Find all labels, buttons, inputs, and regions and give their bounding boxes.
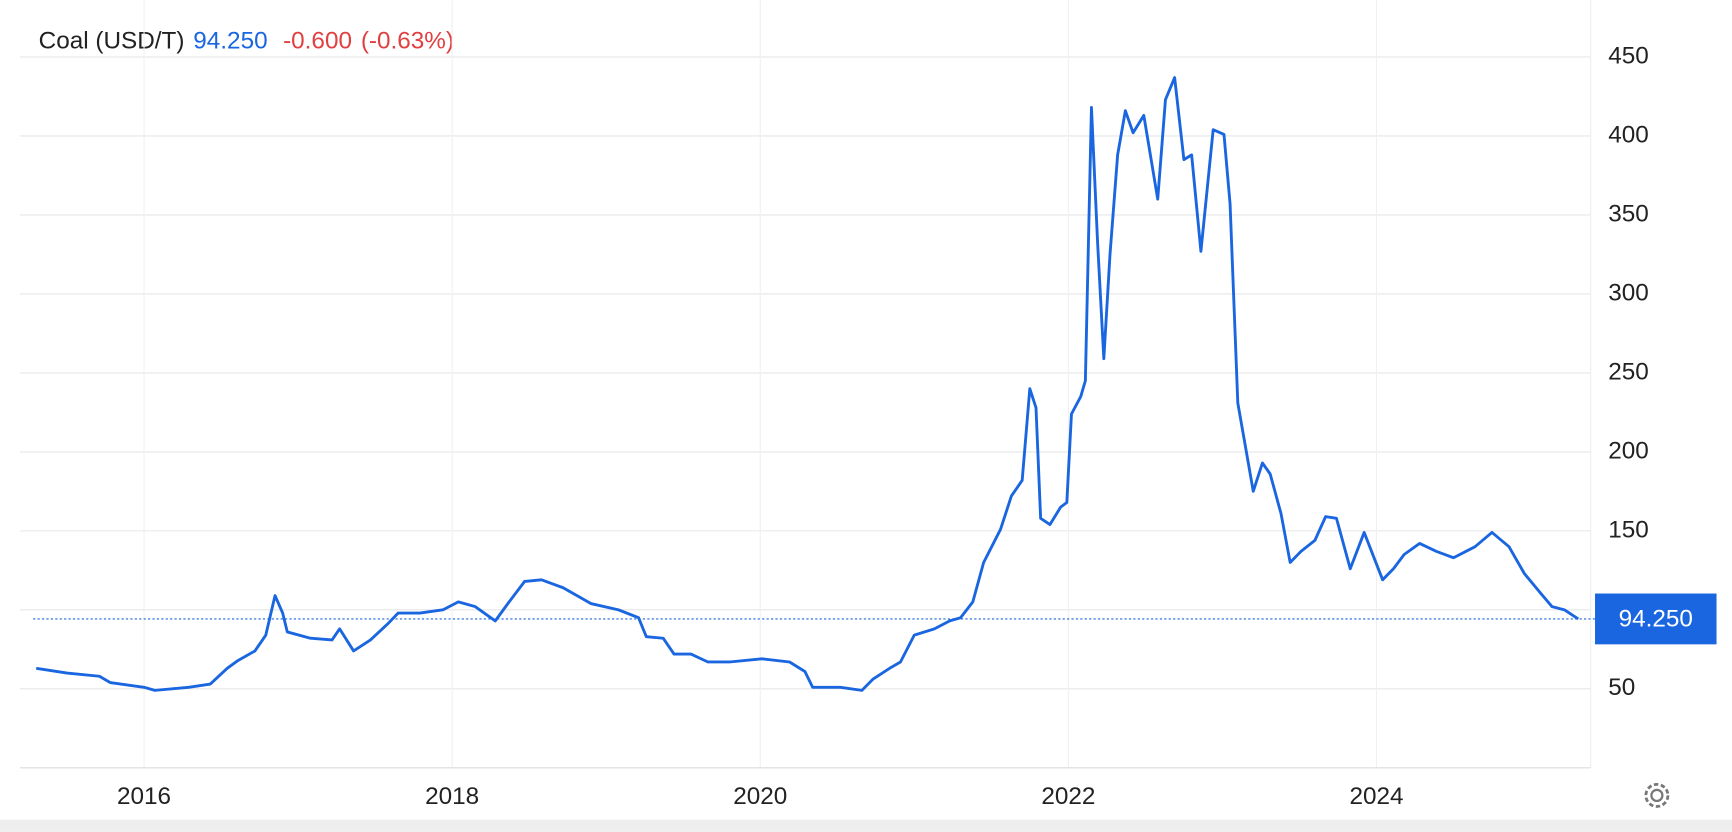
y-tick-label: 350: [1608, 200, 1649, 227]
y-tick-label: 300: [1608, 279, 1649, 306]
change-pct: (-0.63%): [361, 28, 454, 55]
bottom-strip: [0, 819, 1732, 832]
x-tick-label: 2016: [117, 783, 171, 810]
y-tick-label: 50: [1608, 674, 1635, 701]
settings-icon[interactable]: [1644, 783, 1670, 808]
chart-title: Coal (USD/T): [39, 28, 185, 55]
grid: [19, 0, 1591, 768]
x-tick-label: 2024: [1349, 783, 1403, 810]
y-tick-label: 200: [1608, 437, 1649, 464]
x-tick-label: 2018: [425, 783, 479, 810]
price: 94.250: [193, 28, 267, 55]
last-value-box: [1595, 593, 1717, 645]
y-tick-label: 450: [1608, 42, 1649, 69]
last-value-label: 94.250: [1619, 605, 1693, 632]
y-tick-label: 400: [1608, 121, 1649, 148]
y-tick-label: 250: [1608, 358, 1649, 385]
x-tick-label: 2020: [733, 783, 787, 810]
change: -0.600: [283, 28, 352, 55]
y-tick-label: 150: [1608, 516, 1649, 543]
price-line: [36, 76, 1580, 692]
x-tick-label: 2022: [1041, 783, 1095, 810]
